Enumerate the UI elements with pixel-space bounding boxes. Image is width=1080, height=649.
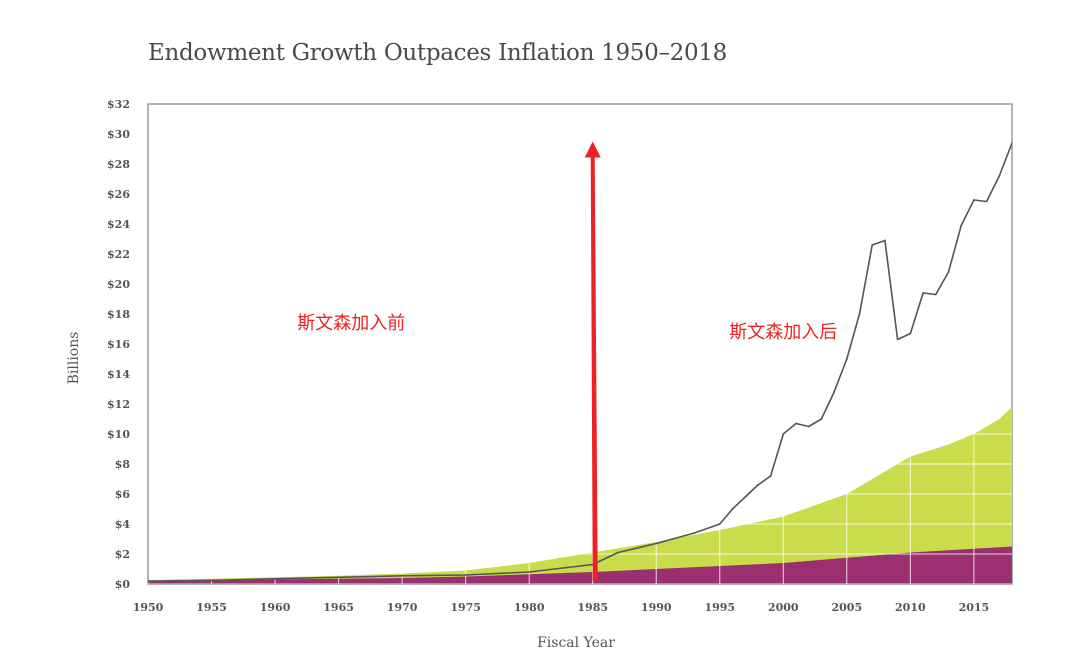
endowment-point [833, 391, 836, 393]
x-tick-label: 1965 [323, 601, 354, 614]
y-tick-label: $4 [115, 518, 131, 531]
y-tick-label: $16 [107, 338, 130, 351]
y-tick-label: $20 [107, 278, 130, 291]
green-area-series [148, 407, 1012, 584]
chart-title: Endowment Growth Outpaces Inflation 1950… [148, 40, 727, 66]
endowment-point [922, 292, 924, 294]
endowment-point [871, 244, 874, 246]
endowment-point [820, 418, 823, 420]
endowment-point [960, 224, 963, 227]
x-tick-label: 1950 [133, 601, 164, 614]
endowment-point [528, 571, 531, 573]
endowment-point [731, 508, 734, 510]
arrow-shaft [590, 155, 598, 581]
endowment-point [998, 175, 1001, 177]
endowment-point [884, 239, 886, 242]
endowment-point [210, 579, 213, 582]
x-tick-label: 1975 [450, 601, 481, 614]
x-tick-label: 2000 [768, 601, 799, 614]
x-tick-label: 2010 [895, 601, 926, 614]
y-tick-label: $0 [115, 578, 131, 591]
y-tick-label: $32 [107, 98, 130, 111]
endowment-point [985, 200, 988, 203]
y-axis-title: Billions [66, 332, 82, 385]
endowment-point [148, 580, 149, 582]
y-tick-label: $14 [107, 368, 130, 381]
annotation-before: 斯文森加入前 [297, 313, 405, 334]
endowment-point [718, 523, 721, 525]
endowment-point [845, 358, 848, 360]
x-tick-label: 1970 [387, 601, 418, 614]
endowment-point [858, 313, 861, 315]
y-tick-label: $8 [115, 458, 131, 471]
endowment-point [972, 199, 975, 201]
endowment-point [807, 425, 810, 428]
x-tick-label: 2015 [959, 601, 990, 614]
x-tick-label: 2005 [832, 601, 863, 614]
y-tick-label: $12 [107, 398, 130, 411]
y-tick-label: $10 [107, 428, 130, 441]
x-tick-label: 1960 [260, 601, 291, 614]
endowment-point [744, 496, 747, 498]
x-tick-label: 1990 [641, 601, 672, 614]
endowment-point [756, 484, 759, 486]
arrow-head [584, 141, 601, 158]
endowment-point [617, 551, 620, 554]
endowment-point [401, 574, 404, 577]
endowment-point [896, 338, 899, 341]
x-tick-label: 1955 [196, 601, 227, 614]
endowment-point [909, 332, 912, 335]
endowment-point [337, 576, 340, 579]
annotation-after: 斯文森加入后 [729, 322, 837, 343]
endowment-point [769, 475, 772, 477]
x-axis-title: Fiscal Year [537, 635, 615, 649]
endowment-line-series [148, 142, 1012, 582]
endowment-point [655, 542, 658, 545]
endowment-point [934, 293, 937, 296]
endowment-point [1011, 142, 1012, 144]
endowment-point [464, 574, 467, 576]
x-tick-label: 1995 [704, 601, 735, 614]
x-tick-label: 1985 [577, 601, 608, 614]
endowment-point [693, 532, 696, 534]
endowment-point [795, 422, 797, 425]
endowment-point [566, 566, 569, 569]
y-tick-label: $26 [107, 188, 130, 201]
endowment-point [274, 577, 276, 580]
y-tick-label: $30 [107, 128, 130, 141]
y-tick-label: $28 [107, 158, 130, 171]
purple-area-series [148, 546, 1012, 584]
endowment-point [947, 271, 950, 273]
y-tick-label: $2 [115, 548, 130, 561]
y-tick-label: $18 [107, 308, 130, 321]
endowment-point [782, 433, 785, 435]
y-tick-label: $24 [107, 218, 130, 231]
y-tick-label: $6 [115, 488, 131, 501]
x-tick-label: 1980 [514, 601, 545, 614]
y-tick-label: $22 [107, 248, 130, 261]
